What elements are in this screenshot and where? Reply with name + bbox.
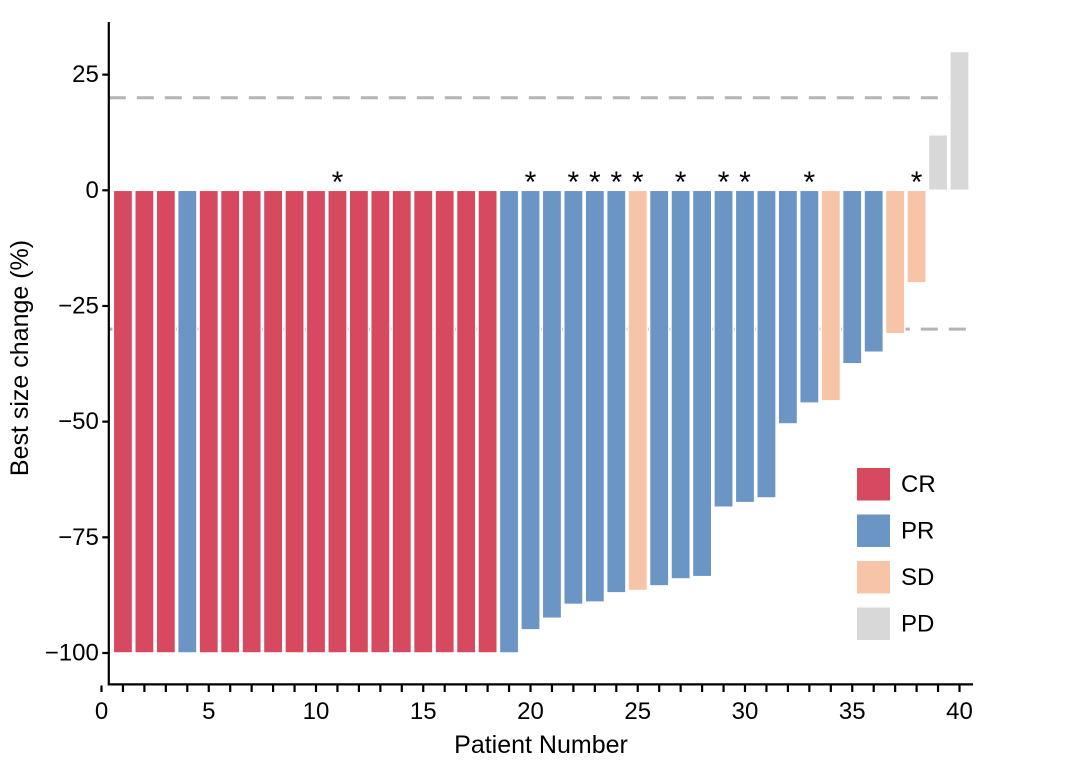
bar-patient-18: [477, 189, 499, 654]
legend-swatch-SD: [857, 561, 890, 594]
asterisk-patient-33: *: [804, 166, 816, 199]
x-tick-label-40: 40: [946, 698, 973, 725]
y-tick-label--75: −75: [58, 524, 99, 551]
bar-patient-23: [584, 189, 606, 603]
bar-patient-3: [155, 189, 177, 654]
bar-patient-32: [777, 189, 799, 425]
asterisk-patient-11: *: [332, 166, 344, 199]
asterisk-patient-29: *: [718, 166, 730, 199]
bar-patient-28: [691, 189, 713, 578]
asterisk-patient-20: *: [525, 166, 537, 199]
legend-swatch-PD: [857, 607, 890, 640]
bar-patient-25: [627, 189, 649, 592]
bar-patient-11: [327, 189, 348, 654]
asterisks-group: * * * * * * * * * * *: [332, 166, 923, 199]
legend-group: CR PR SD PD: [857, 468, 936, 640]
asterisk-patient-27: *: [675, 166, 687, 199]
bar-patient-6: [219, 189, 241, 654]
y-tick-label--50: −50: [58, 408, 99, 435]
bar-patient-26: [648, 189, 670, 587]
legend-swatch-PR: [857, 514, 890, 547]
legend-label-SD: SD: [901, 564, 934, 591]
bar-patient-1: [112, 189, 134, 654]
bar-patient-27: [670, 189, 692, 580]
bar-patient-14: [391, 189, 413, 654]
legend-label-CR: CR: [901, 471, 936, 498]
legend-label-PR: PR: [901, 518, 934, 545]
asterisk-patient-23: *: [589, 166, 601, 199]
bar-patient-5: [198, 189, 220, 654]
y-tick-label--100: −100: [45, 640, 99, 667]
bar-patient-7: [241, 189, 263, 654]
asterisk-patient-25: *: [632, 166, 644, 199]
bar-patient-4: [176, 189, 198, 654]
y-tick-label--25: −25: [58, 292, 99, 319]
asterisk-patient-38: *: [911, 166, 923, 199]
bar-patient-12: [348, 189, 370, 654]
axes-group: [107, 22, 973, 686]
bar-patient-33: [798, 189, 820, 404]
bar-patient-24: [605, 189, 627, 594]
x-tick-label-15: 15: [410, 698, 437, 725]
x-tick-label-20: 20: [517, 698, 544, 725]
legend-swatch-CR: [857, 468, 890, 501]
bar-patient-10: [305, 189, 327, 654]
x-tick-label-10: 10: [303, 698, 330, 725]
bar-patient-31: [756, 189, 777, 499]
bar-patient-38: [906, 189, 928, 284]
bars-group: [112, 50, 970, 654]
asterisk-patient-30: *: [739, 166, 751, 199]
bar-patient-2: [134, 189, 155, 654]
y-axis-title: Best size change (%): [6, 240, 34, 476]
bar-patient-16: [434, 189, 456, 654]
bar-patient-19: [498, 189, 520, 654]
bar-patient-30: [734, 189, 756, 504]
bar-patient-21: [541, 189, 563, 620]
bar-patient-15: [412, 189, 434, 654]
asterisk-patient-22: *: [568, 166, 580, 199]
bar-patient-13: [369, 189, 391, 654]
bar-patient-9: [284, 189, 305, 654]
bar-patient-37: [884, 189, 906, 335]
legend-label-PD: PD: [901, 611, 934, 638]
x-tick-label-5: 5: [202, 698, 215, 725]
bar-patient-34: [820, 189, 842, 402]
x-tick-label-0: 0: [95, 698, 108, 725]
bar-patient-40: [949, 50, 970, 192]
bar-patient-20: [520, 189, 541, 631]
x-axis-title: Patient Number: [454, 731, 628, 759]
bar-patient-39: [927, 134, 949, 192]
asterisk-patient-24: *: [610, 166, 622, 199]
bar-patient-22: [563, 189, 584, 606]
x-tick-label-25: 25: [624, 698, 651, 725]
x-tick-label-35: 35: [839, 698, 866, 725]
y-tick-label-25: 25: [72, 61, 99, 88]
bar-patient-29: [713, 189, 734, 508]
bar-patient-17: [455, 189, 477, 654]
bar-patient-35: [841, 189, 863, 365]
bar-patient-8: [262, 189, 284, 654]
bar-patient-36: [863, 189, 885, 353]
x-tick-label-30: 30: [732, 698, 759, 725]
y-tick-label-0: 0: [85, 177, 98, 204]
ticks-group: 25 0 −25 −50 −75 −100 0 5 10 15 20 25 30 35 40: [45, 61, 973, 725]
